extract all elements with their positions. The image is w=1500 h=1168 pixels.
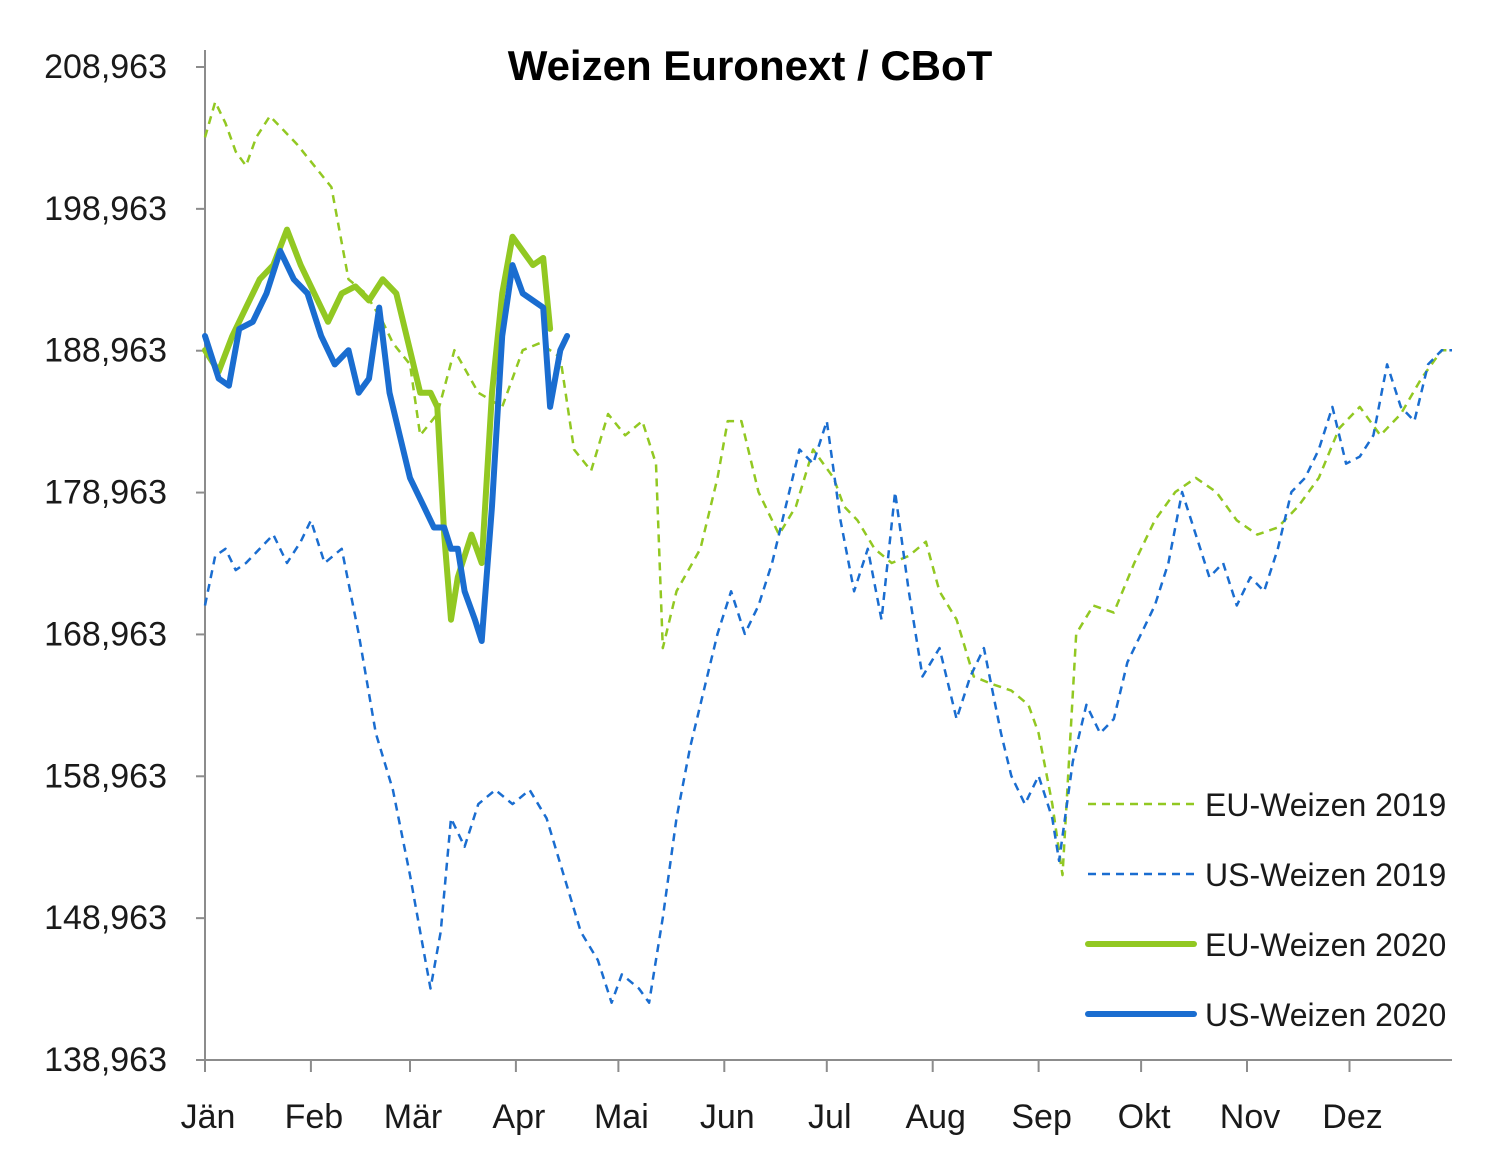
x-tick-label: Apr (492, 1098, 545, 1136)
y-tick-label: 178,963 (44, 474, 167, 512)
x-tick-label: Sep (1011, 1098, 1072, 1136)
series-line-eu-weizen-2019 (203, 100, 1452, 877)
chart-title: Weizen Euronext / CBoT (508, 42, 993, 89)
y-tick-label: 188,963 (44, 332, 167, 370)
legend: EU-Weizen 2019 US-Weizen 2019 EU-Weizen 20… (1085, 787, 1446, 1033)
legend-label-us-weizen-2020: US-Weizen 2020 (1205, 997, 1446, 1033)
x-tick-label: Mai (594, 1098, 649, 1136)
legend-label-eu-weizen-2019: EU-Weizen 2019 (1205, 787, 1446, 823)
y-tick-label: 138,963 (44, 1041, 167, 1079)
x-tick-label: Mär (384, 1098, 443, 1136)
y-tick-label: 158,963 (44, 757, 167, 795)
series-line-us-weizen-2020 (202, 247, 571, 644)
x-tick-label: Jul (808, 1098, 851, 1136)
x-tick-label: Jun (700, 1098, 755, 1136)
x-tick-label: Nov (1220, 1098, 1280, 1136)
legend-label-eu-weizen-2020: EU-Weizen 2020 (1205, 927, 1446, 963)
series-line-us-weizen-2019 (203, 348, 1452, 1004)
y-tick-label: 198,963 (44, 190, 167, 228)
x-tick-label: Okt (1118, 1098, 1171, 1136)
axes: 138,963 148,963 158,963 168,963 178,963 188,9… (44, 48, 1452, 1136)
x-tick-label: Dez (1322, 1098, 1382, 1136)
y-tick-label: 208,963 (44, 48, 167, 86)
y-tick-label: 168,963 (44, 615, 167, 653)
series-layer (202, 100, 1452, 1004)
y-tick-label: 148,963 (44, 899, 167, 937)
x-tick-label: Jän (181, 1098, 236, 1136)
legend-label-us-weizen-2019: US-Weizen 2019 (1205, 857, 1446, 893)
x-tick-label: Aug (905, 1098, 966, 1136)
x-tick-label: Feb (285, 1098, 344, 1136)
